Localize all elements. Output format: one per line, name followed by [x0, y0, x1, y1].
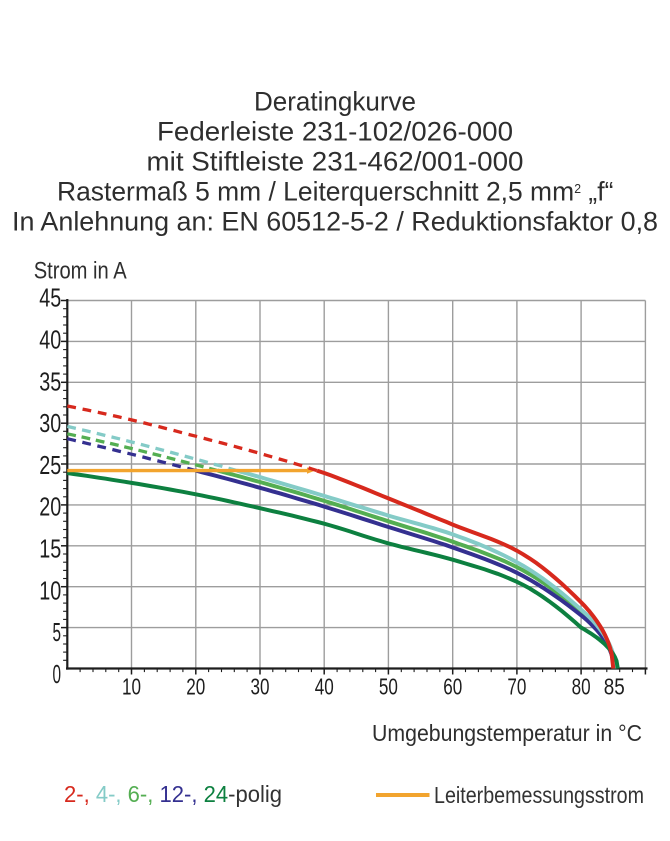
- svg-text:80: 80: [572, 674, 591, 700]
- svg-text:20: 20: [186, 674, 205, 700]
- svg-text:85: 85: [604, 674, 625, 700]
- svg-text:50: 50: [379, 674, 398, 700]
- svg-text:In Anlehnung an: EN 60512-5-2: In Anlehnung an: EN 60512-5-2 / Reduktio…: [12, 207, 658, 237]
- svg-text:2: 2: [574, 182, 581, 196]
- svg-text:Deratingkurve: Deratingkurve: [254, 87, 416, 117]
- svg-text:„f“: „f“: [581, 177, 613, 207]
- svg-text:35: 35: [39, 366, 61, 396]
- svg-text:30: 30: [39, 408, 61, 438]
- svg-text:40: 40: [39, 325, 61, 355]
- svg-text:Federleiste 231-102/026-000: Federleiste 231-102/026-000: [157, 117, 513, 147]
- svg-text:20: 20: [39, 492, 61, 522]
- svg-text:Strom in A: Strom in A: [34, 258, 127, 285]
- svg-text:45: 45: [39, 283, 61, 313]
- svg-text:Umgebungstemperatur in °C: Umgebungstemperatur in °C: [372, 720, 642, 746]
- svg-text:40: 40: [315, 674, 334, 700]
- svg-text:70: 70: [507, 674, 526, 700]
- svg-text:Leiterbemessungsstrom: Leiterbemessungsstrom: [434, 782, 644, 808]
- svg-text:10: 10: [39, 575, 61, 605]
- svg-text:mit Stiftleiste 231-462/001-00: mit Stiftleiste 231-462/001-000: [147, 147, 524, 177]
- svg-text:25: 25: [39, 450, 61, 480]
- svg-text:5: 5: [53, 617, 62, 647]
- svg-text:15: 15: [39, 534, 61, 564]
- svg-text:60: 60: [443, 674, 462, 700]
- svg-text:Rastermaß 5 mm / Leiterquersch: Rastermaß 5 mm / Leiterquerschnitt 2,5 m…: [57, 177, 574, 207]
- svg-text:0: 0: [53, 659, 62, 689]
- svg-text:2-, 4-, 6-, 12-, 24-polig: 2-, 4-, 6-, 12-, 24-polig: [64, 781, 282, 807]
- svg-text:10: 10: [122, 674, 141, 700]
- svg-text:30: 30: [251, 674, 270, 700]
